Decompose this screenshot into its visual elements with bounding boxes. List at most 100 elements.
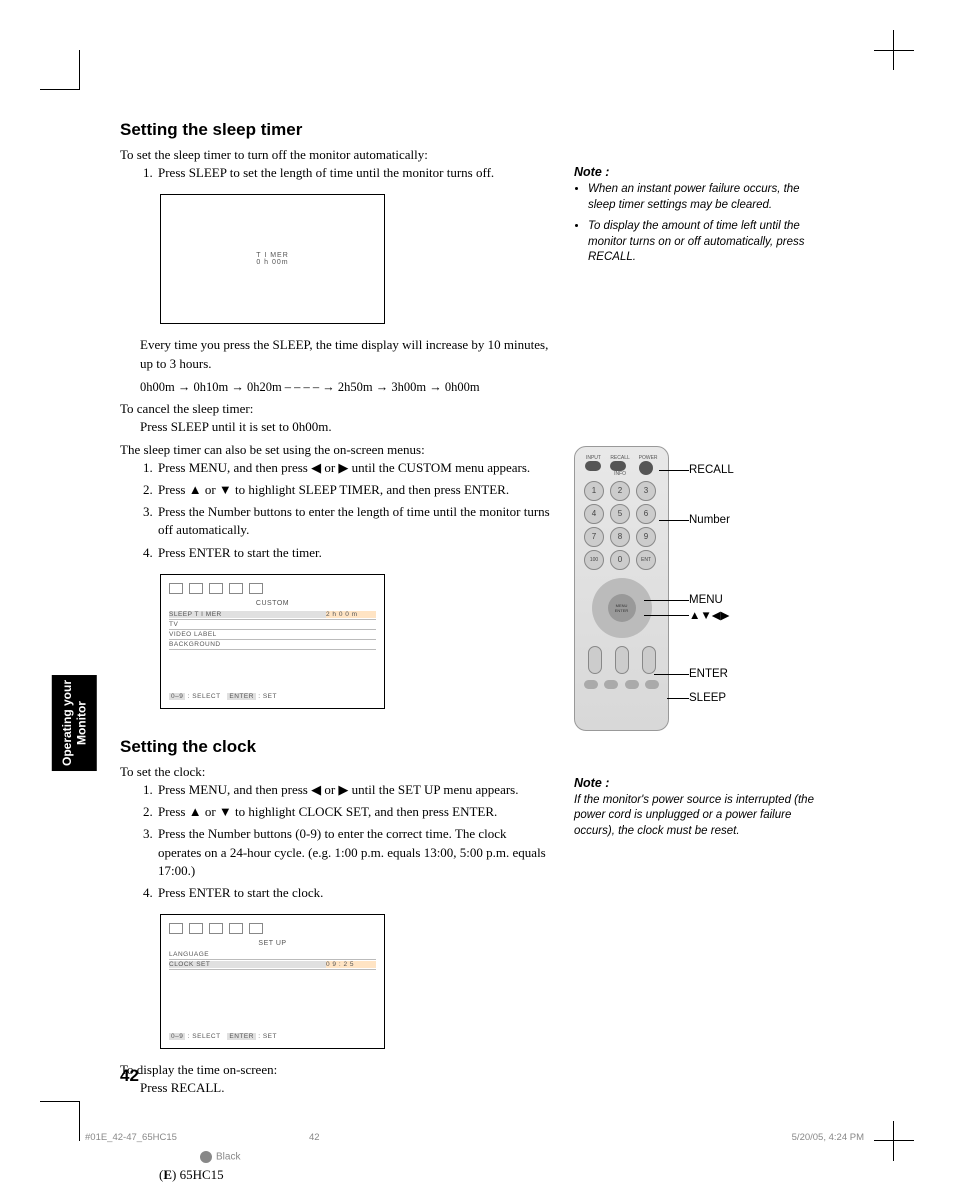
- num-button: 100: [584, 550, 604, 570]
- num-button: 1: [584, 481, 604, 501]
- list-item: Press the Number buttons (0-9) to enter …: [156, 825, 550, 880]
- screen-text: 0 h 00m: [256, 259, 288, 266]
- menu-label: LANGUAGE: [169, 951, 326, 958]
- menu-row: BACKGROUND: [169, 640, 376, 650]
- menu-row: TV: [169, 620, 376, 630]
- vol-button: [642, 646, 656, 674]
- footer-model: (E) 65HC15: [159, 1167, 224, 1183]
- small-button: [584, 680, 598, 689]
- tv-screen-diagram: T I MER 0 h 00m: [160, 194, 385, 324]
- body-text: To set the clock:: [120, 763, 550, 781]
- menu-label: BACKGROUND: [169, 641, 326, 648]
- callout-enter: ENTER: [689, 668, 728, 680]
- menu-label: CLOCK SET: [169, 961, 326, 968]
- body-text: Every time you press the SLEEP, the time…: [140, 336, 550, 372]
- note-block: Note : When an instant power failure occ…: [574, 165, 824, 266]
- ch-button: [588, 646, 602, 674]
- crop-mark: [874, 1140, 914, 1141]
- body-text: To display the time on-screen:: [120, 1061, 550, 1079]
- recall-button: [610, 461, 626, 471]
- footer-timestamp: 5/20/05, 4:24 PM: [792, 1132, 864, 1143]
- footer-filename: #01E_42-47_65HC15: [85, 1132, 177, 1143]
- num-button: 9: [636, 527, 656, 547]
- menu-row: CLOCK SET 0 9 : 2 5: [169, 960, 376, 970]
- list-item: Press MENU, and then press ◀ or ▶ until …: [156, 781, 550, 799]
- osd-menu-diagram: SET UP LANGUAGE CLOCK SET 0 9 : 2 5 0–9 …: [160, 914, 385, 1049]
- list-item: Press MENU, and then press ◀ or ▶ until …: [156, 459, 550, 477]
- side-column: Note : When an instant power failure occ…: [574, 165, 824, 839]
- body-text: To cancel the sleep timer:: [120, 400, 550, 418]
- num-button: 5: [610, 504, 630, 524]
- color-swatch-black: Black: [200, 1151, 240, 1163]
- list-item: Press ENTER to start the clock.: [156, 884, 550, 902]
- callout-menu: MENU: [689, 594, 723, 606]
- menu-tab-icons: [169, 583, 376, 594]
- note-header: Note :: [574, 776, 824, 790]
- heading-clock: Setting the clock: [120, 737, 550, 757]
- menu-row: VIDEO LABEL: [169, 630, 376, 640]
- note-body: If the monitor's power source is interru…: [574, 793, 824, 840]
- num-button: 4: [584, 504, 604, 524]
- dpad: MENU ENTER: [592, 578, 652, 638]
- menu-value: 0 9 : 2 5: [326, 961, 376, 968]
- small-button: [645, 680, 659, 689]
- screen-text: T I MER: [256, 252, 289, 259]
- menu-footer: 0–9 : SELECT ENTER : SET: [169, 1033, 277, 1040]
- body-text: The sleep timer can also be set using th…: [120, 441, 550, 459]
- menu-value: 2 h 0 0 m: [326, 611, 376, 618]
- footer-model-letter: E: [163, 1167, 172, 1182]
- callout-number: Number: [689, 514, 730, 526]
- num-button: 3: [636, 481, 656, 501]
- remote-label: INPUT: [585, 455, 601, 461]
- menu-enter-button: MENU ENTER: [608, 594, 636, 622]
- list-item: Press the Number buttons to enter the le…: [156, 503, 550, 539]
- callout-sleep: SLEEP: [689, 692, 726, 704]
- remote-label: INFO: [610, 471, 629, 477]
- menu-title: CUSTOM: [169, 600, 376, 607]
- num-button: 8: [610, 527, 630, 547]
- heading-sleep-timer: Setting the sleep timer: [120, 120, 550, 140]
- remote-label: RECALL: [610, 455, 629, 461]
- body-text: Press SLEEP until it is set to 0h00m.: [140, 418, 550, 436]
- list-item: Press ▲ or ▼ to highlight SLEEP TIMER, a…: [156, 481, 550, 499]
- crop-mark: [874, 50, 914, 51]
- main-column: Setting the sleep timer To set the sleep…: [120, 120, 550, 1097]
- num-button: 7: [584, 527, 604, 547]
- list-item: Press ▲ or ▼ to highlight CLOCK SET, and…: [156, 803, 550, 821]
- crop-mark: [40, 50, 80, 90]
- remote-illustration: INPUT RECALLINFO POWER 123 456 789 1000E…: [574, 446, 824, 746]
- page-number: 42: [120, 1066, 139, 1086]
- body-text: To set the sleep timer to turn off the m…: [120, 146, 550, 164]
- remote-body: INPUT RECALLINFO POWER 123 456 789 1000E…: [574, 446, 669, 731]
- crop-mark: [40, 1101, 80, 1141]
- chapter-tab: Operating your Monitor: [52, 675, 97, 771]
- ent-button: ENT: [636, 550, 656, 570]
- list-item: Press SLEEP to set the length of time un…: [156, 164, 550, 182]
- num-button: 0: [610, 550, 630, 570]
- menu-label: VIDEO LABEL: [169, 631, 326, 638]
- input-button: [585, 461, 601, 471]
- number-pad: 123 456 789 1000ENT: [581, 481, 662, 570]
- menu-tab-icons: [169, 923, 376, 934]
- menu-title: SET UP: [169, 940, 376, 947]
- power-button: [639, 461, 653, 475]
- time-sequence: 0h00m → 0h10m → 0h20m – – – – → 2h50m → …: [140, 379, 550, 397]
- note-item: To display the amount of time left until…: [588, 219, 824, 266]
- remote-label: POWER: [639, 455, 658, 461]
- page-content: Operating your Monitor Setting the sleep…: [120, 120, 824, 1081]
- ch-button: [615, 646, 629, 674]
- bottom-row: [581, 680, 662, 689]
- footer-page: 42: [309, 1132, 320, 1143]
- body-text: Press RECALL.: [140, 1079, 550, 1097]
- menu-footer: 0–9 : SELECT ENTER : SET: [169, 693, 277, 700]
- mute-button: [604, 680, 618, 689]
- ch-vol-row: [581, 646, 662, 674]
- menu-row: LANGUAGE: [169, 950, 376, 960]
- menu-row: SLEEP T I MER 2 h 0 0 m: [169, 610, 376, 620]
- note-header: Note :: [574, 165, 824, 179]
- osd-menu-diagram: CUSTOM SLEEP T I MER 2 h 0 0 m TV VIDEO …: [160, 574, 385, 709]
- num-button: 2: [610, 481, 630, 501]
- sleep-button: [625, 680, 639, 689]
- print-footer: #01E_42-47_65HC15 42 5/20/05, 4:24 PM: [85, 1132, 864, 1143]
- note-item: When an instant power failure occurs, th…: [588, 182, 824, 213]
